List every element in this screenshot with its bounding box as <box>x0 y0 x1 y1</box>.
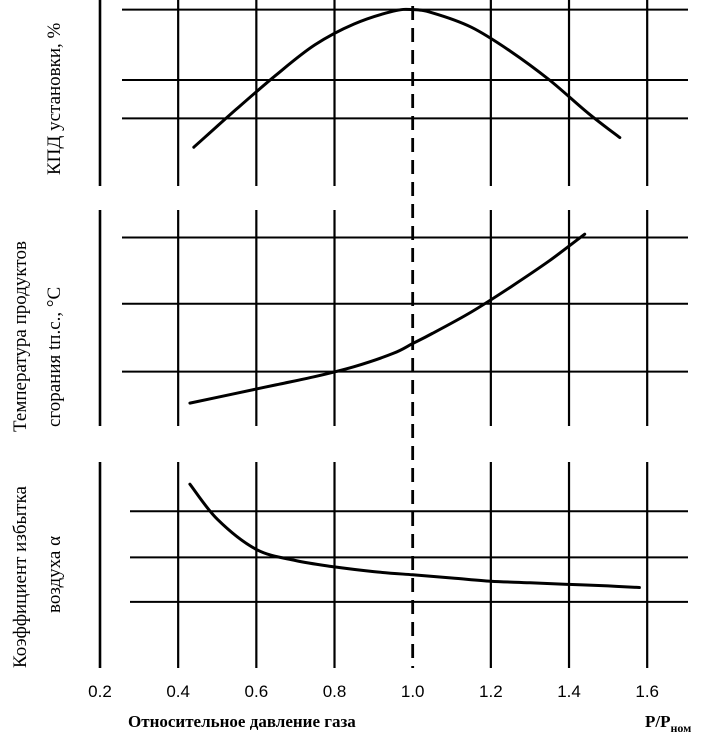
x-tick-label: 1.4 <box>557 682 581 701</box>
x-axis-unit: P/Pном <box>645 712 691 732</box>
x-tick-labels: 0.2 0.4 0.6 0.8 1.0 1.2 1.4 1.6 <box>88 682 659 701</box>
y-label-efficiency: КПД установки, % <box>44 22 65 175</box>
panel-top-curve <box>192 7 622 149</box>
x-tick-label: 1.0 <box>401 682 425 701</box>
x-tick-label: 0.2 <box>88 682 112 701</box>
x-tick-label: 0.6 <box>245 682 269 701</box>
x-axis-unit-sub: ном <box>671 721 692 732</box>
y-label-temperature-line2: сгорания tп.с., °C <box>44 287 65 427</box>
x-tick-label: 1.2 <box>479 682 503 701</box>
x-axis-label: Относительное давление газа <box>128 712 356 731</box>
x-axis-unit-main: P/P <box>645 712 671 731</box>
y-label-excess-air-line2: воздуха α <box>44 536 65 613</box>
x-tick-label: 1.6 <box>635 682 659 701</box>
y-label-temperature-line1: Температура продуктов <box>10 241 31 432</box>
y-label-excess-air-line1: Коэффициент избытка <box>10 485 31 668</box>
panel-bottom-curve <box>188 482 641 589</box>
x-tick-label: 0.4 <box>166 682 190 701</box>
curve-layer <box>188 6 641 668</box>
x-tick-label: 0.8 <box>323 682 347 701</box>
panel-middle-curve <box>188 232 587 405</box>
grid-layer <box>98 0 688 668</box>
